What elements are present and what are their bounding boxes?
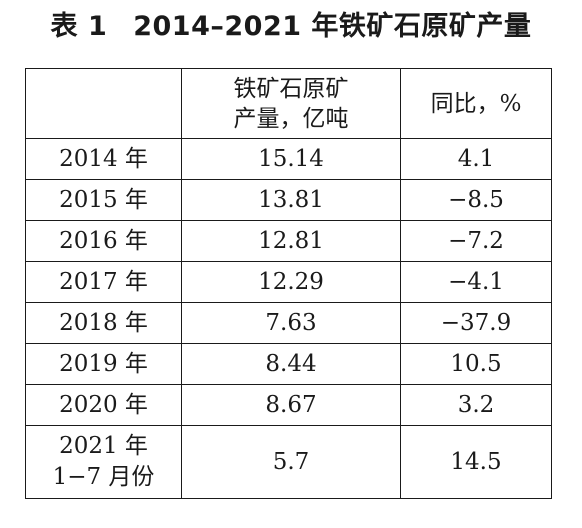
year-cell: 2016 年 (25, 220, 182, 262)
table-row: 2016 年 12.81 −7.2 (25, 220, 552, 262)
table-row: 2020 年 8.67 3.2 (25, 384, 552, 426)
table-number: 表 1 (50, 11, 108, 42)
table-row-2021-partial: 2021 年 1−7 月份 5.7 14.5 (25, 425, 552, 499)
yoy-cell: −4.1 (400, 261, 552, 303)
year-cell-line2: 1−7 月份 (52, 464, 155, 490)
year-cell-line1: 2021 年 (59, 433, 148, 459)
year-cell: 2017 年 (25, 261, 182, 303)
header-output-line1: 铁矿石原矿 (233, 75, 349, 102)
year-cell: 2018 年 (25, 302, 182, 344)
table-row: 2015 年 13.81 −8.5 (25, 179, 552, 221)
header-yoy: 同比，% (400, 68, 552, 139)
table-row: 2017 年 12.29 −4.1 (25, 261, 552, 303)
year-cell: 2019 年 (25, 343, 182, 385)
output-cell: 12.81 (181, 220, 401, 262)
yoy-cell: 4.1 (400, 138, 552, 180)
year-cell: 2014 年 (25, 138, 182, 180)
yoy-cell: 3.2 (400, 384, 552, 426)
year-cell: 2021 年 1−7 月份 (25, 425, 182, 499)
yoy-cell: −8.5 (400, 179, 552, 221)
yoy-cell: −7.2 (400, 220, 552, 262)
header-output: 铁矿石原矿 产量，亿吨 (181, 68, 401, 139)
output-cell: 12.29 (181, 261, 401, 303)
year-cell: 2015 年 (25, 179, 182, 221)
output-cell: 8.67 (181, 384, 401, 426)
output-cell: 13.81 (181, 179, 401, 221)
table-title: 2014–2021 年铁矿石原矿产量 (133, 11, 532, 42)
table-caption: 表 1 2014–2021 年铁矿石原矿产量 (0, 10, 582, 44)
yoy-cell: 10.5 (400, 343, 552, 385)
header-year (25, 68, 182, 139)
output-cell: 7.63 (181, 302, 401, 344)
yoy-cell: −37.9 (400, 302, 552, 344)
output-cell: 5.7 (181, 425, 401, 499)
header-output-line2: 产量，亿吨 (233, 105, 349, 132)
iron-ore-output-table: 铁矿石原矿 产量，亿吨 同比，% 2014 年 15.14 4.1 2015 年… (25, 68, 552, 499)
header-row: 铁矿石原矿 产量，亿吨 同比，% (25, 68, 552, 139)
table-row: 2019 年 8.44 10.5 (25, 343, 552, 385)
output-cell: 8.44 (181, 343, 401, 385)
year-cell: 2020 年 (25, 384, 182, 426)
table-row: 2014 年 15.14 4.1 (25, 138, 552, 180)
yoy-cell: 14.5 (400, 425, 552, 499)
table-row: 2018 年 7.63 −37.9 (25, 302, 552, 344)
output-cell: 15.14 (181, 138, 401, 180)
